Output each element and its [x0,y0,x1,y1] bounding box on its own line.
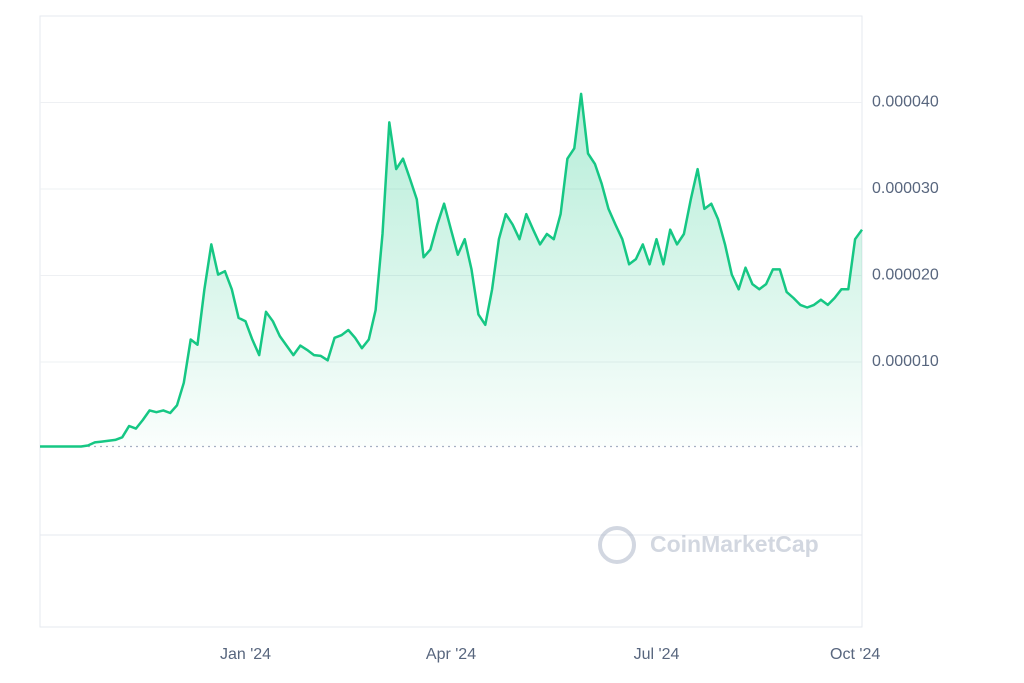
watermark: CoinMarketCap [598,526,819,564]
y-tick-label: 0.000040 [872,94,939,111]
x-tick-label: Apr '24 [426,646,476,663]
area [40,93,862,447]
x-tick-label: Jan '24 [220,646,271,663]
x-tick-label: Jul '24 [634,646,680,663]
price-line [40,92,864,448]
watermark-text: CoinMarketCap [650,531,819,557]
y-tick-label: 0.000010 [872,353,939,370]
y-tick-label: 0.000030 [872,180,939,197]
x-tick-label: Oct '24 [830,646,880,663]
watermark-logo [598,526,636,564]
y-tick-label: 0.000020 [872,267,939,284]
